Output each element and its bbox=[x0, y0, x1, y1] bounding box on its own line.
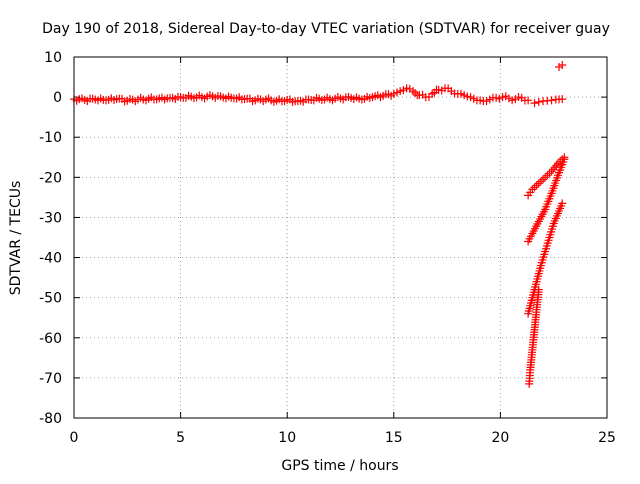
data-point bbox=[558, 199, 567, 208]
x-axis-label: GPS time / hours bbox=[281, 458, 398, 474]
data-point bbox=[549, 165, 558, 174]
data-point bbox=[534, 285, 543, 294]
x-tick-label: 20 bbox=[491, 430, 509, 446]
data-point bbox=[558, 61, 567, 70]
data-points bbox=[70, 61, 569, 388]
series-7 bbox=[525, 285, 543, 388]
x-tick-label: 10 bbox=[278, 430, 296, 446]
x-tick-label: 5 bbox=[176, 430, 185, 446]
y-tick-label: -80 bbox=[39, 411, 62, 427]
series-4 bbox=[524, 153, 569, 200]
data-point bbox=[547, 167, 556, 176]
data-point bbox=[411, 88, 420, 97]
y-tick-label: -30 bbox=[39, 210, 62, 226]
y-tick-label: -10 bbox=[39, 130, 62, 146]
y-tick-label: -40 bbox=[39, 251, 62, 267]
plot-frame bbox=[73, 56, 608, 419]
y-tick-label: -50 bbox=[39, 291, 62, 307]
series-3 bbox=[555, 61, 567, 72]
y-axis-label: SDTVAR / TECUs bbox=[8, 181, 24, 296]
series-1 bbox=[70, 84, 533, 106]
y-tick-label: -20 bbox=[39, 170, 62, 186]
tick-labels: 0 5 10 15 20 25 10 0 -10 -20 -30 -40 -50 -60 -70 -80 bbox=[39, 50, 616, 446]
data-point bbox=[541, 173, 550, 182]
data-point bbox=[545, 169, 554, 178]
data-point bbox=[524, 96, 533, 105]
chart-title: Day 190 of 2018, Sidereal Day-to-day VTE… bbox=[42, 21, 610, 37]
data-point bbox=[534, 179, 543, 188]
y-tick-label: 10 bbox=[44, 50, 62, 66]
x-tick-label: 15 bbox=[385, 430, 403, 446]
data-point bbox=[539, 175, 548, 184]
y-tick-label: -70 bbox=[39, 371, 62, 387]
data-point bbox=[534, 97, 543, 106]
data-point bbox=[536, 177, 545, 186]
series-2 bbox=[530, 95, 567, 108]
y-tick-label: -60 bbox=[39, 331, 62, 347]
data-point bbox=[547, 96, 556, 105]
data-point bbox=[558, 95, 567, 104]
data-point bbox=[560, 155, 569, 164]
series-5 bbox=[524, 155, 569, 246]
data-point bbox=[530, 99, 539, 108]
y-tick-label: 0 bbox=[53, 90, 62, 106]
series-6 bbox=[524, 199, 567, 318]
data-point bbox=[530, 183, 539, 192]
x-tick-label: 0 bbox=[70, 430, 79, 446]
data-point bbox=[532, 181, 541, 190]
x-tick-label: 25 bbox=[598, 430, 616, 446]
data-point bbox=[552, 161, 561, 170]
axis-ticks bbox=[73, 56, 608, 419]
data-point bbox=[543, 171, 552, 180]
grid bbox=[74, 57, 607, 418]
